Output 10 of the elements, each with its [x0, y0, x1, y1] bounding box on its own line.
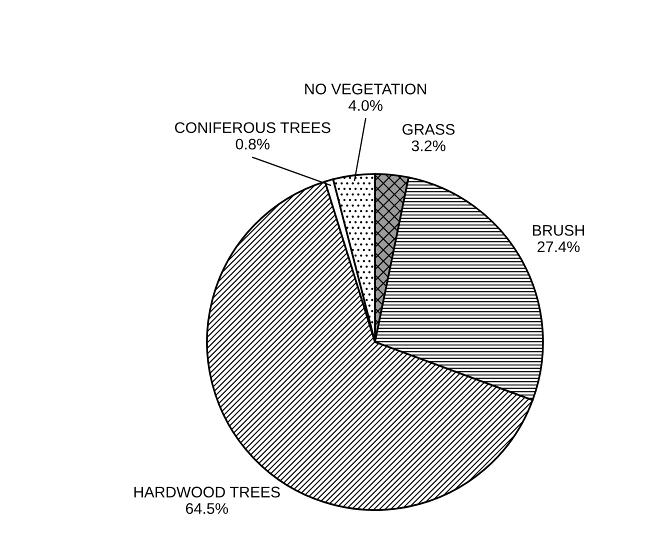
- slice-label: CONIFEROUS TREES: [175, 122, 330, 134]
- slice-label: BRUSH: [533, 224, 584, 236]
- data-label: 64.5%: [186, 503, 228, 514]
- slice-label: HARDWOOD TREES: [134, 486, 280, 498]
- slice-label: NO VEGETATION: [305, 84, 426, 94]
- data-label: 3.2%: [412, 140, 446, 152]
- data-label: 0.8%: [236, 138, 270, 150]
- slice-label: GRASS: [402, 124, 455, 135]
- data-label: 4.0%: [348, 100, 382, 111]
- data-label: 27.4%: [538, 241, 580, 252]
